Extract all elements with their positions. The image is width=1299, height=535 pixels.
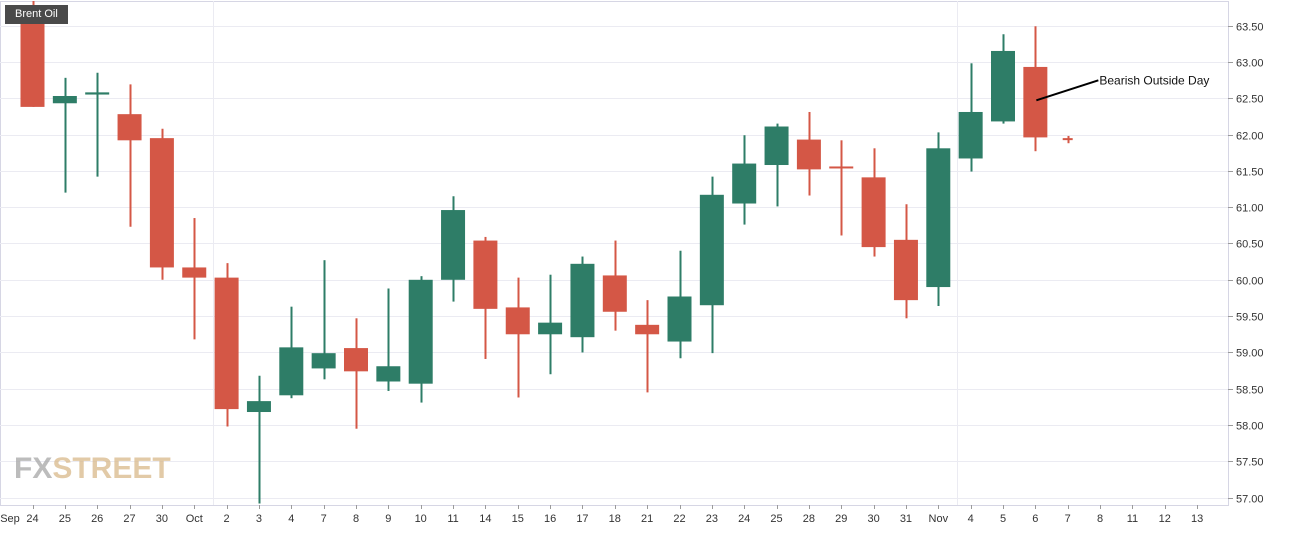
annotation-label: Bearish Outside Day — [1099, 73, 1209, 87]
x-tick-label: 4 — [288, 513, 294, 525]
candle-up — [538, 322, 563, 335]
x-tick-label: 30 — [156, 513, 168, 525]
x-tick-label: 26 — [91, 513, 103, 525]
candle-down — [1062, 138, 1073, 141]
candle-up — [311, 353, 336, 369]
x-tick-label: 31 — [900, 513, 912, 525]
candle-down — [861, 177, 886, 248]
candle-up — [441, 210, 466, 280]
y-tick-label: 59.00 — [1236, 348, 1264, 360]
x-tick-label: 24 — [26, 513, 38, 525]
x-tick-label: 16 — [544, 513, 556, 525]
candle-up — [667, 296, 692, 342]
y-tick-label: 63.50 — [1236, 22, 1264, 34]
x-tick-label: Sep — [0, 513, 20, 525]
x-tick-label: 9 — [385, 513, 391, 525]
y-tick-label: 60.50 — [1236, 239, 1264, 251]
y-tick-label: 58.00 — [1236, 421, 1264, 433]
candle-down — [829, 166, 854, 169]
x-tick-label: 14 — [479, 513, 491, 525]
candle-up — [279, 347, 304, 396]
x-tick-label: 5 — [1000, 513, 1006, 525]
x-tick-label: 10 — [415, 513, 427, 525]
candle-up — [991, 50, 1015, 122]
x-tick-label: 15 — [512, 513, 524, 525]
y-tick-label: 57.00 — [1236, 494, 1264, 506]
x-tick-label: 27 — [123, 513, 135, 525]
candle-down — [893, 239, 918, 301]
x-tick-label: 23 — [706, 513, 718, 525]
y-tick-label: 60.00 — [1236, 276, 1264, 288]
x-tick-label: 7 — [321, 513, 327, 525]
candle-up — [408, 279, 433, 384]
x-tick-label: Oct — [186, 513, 203, 525]
x-tick-label: 24 — [738, 513, 750, 525]
fxstreet-watermark-logo: FXSTREET — [14, 452, 171, 485]
candle-down — [214, 277, 239, 410]
candle-down — [505, 307, 530, 335]
x-tick-label: 29 — [835, 513, 847, 525]
x-tick-label: 7 — [1065, 513, 1071, 525]
symbol-badge: Brent Oil — [5, 5, 68, 24]
candle-down — [635, 324, 660, 335]
y-tick-label: 63.00 — [1236, 58, 1264, 70]
x-tick-label: 13 — [1191, 513, 1203, 525]
y-tick-label: 61.00 — [1236, 203, 1264, 215]
x-tick-label: 25 — [59, 513, 71, 525]
candle-down — [117, 114, 142, 141]
x-tick-label: 12 — [1159, 513, 1171, 525]
candle-up — [85, 92, 110, 95]
candle-down — [344, 348, 368, 372]
x-tick-label: 22 — [673, 513, 685, 525]
y-tick-label: 62.00 — [1236, 131, 1264, 143]
candle-up — [699, 194, 724, 306]
x-tick-label: 6 — [1032, 513, 1038, 525]
candle-up — [732, 163, 757, 204]
x-tick-label: 11 — [447, 513, 458, 525]
candle-up — [570, 263, 595, 338]
candle-up — [52, 95, 77, 104]
x-tick-label: Nov — [929, 513, 949, 525]
y-tick-label: 58.50 — [1236, 385, 1264, 397]
candle-up — [958, 111, 983, 159]
x-tick-label: 8 — [353, 513, 359, 525]
candle-down — [796, 139, 821, 170]
x-tick-label: 8 — [1097, 513, 1103, 525]
candle-down — [473, 240, 498, 309]
x-tick-label: 17 — [576, 513, 588, 525]
candle-up — [246, 401, 271, 413]
x-tick-label: 3 — [256, 513, 262, 525]
candle-down — [182, 267, 207, 278]
y-tick-label: 57.50 — [1236, 457, 1264, 469]
x-tick-label: 28 — [803, 513, 815, 525]
x-tick-label: 25 — [770, 513, 782, 525]
candle-up — [926, 148, 951, 288]
x-tick-label: 18 — [609, 513, 621, 525]
candle-down — [602, 275, 627, 312]
y-tick-label: 61.50 — [1236, 167, 1264, 179]
candle-down — [149, 138, 174, 268]
y-tick-label: 59.50 — [1236, 312, 1264, 324]
candle-up — [764, 126, 789, 166]
x-tick-label: 30 — [867, 513, 879, 525]
candle-down — [1023, 66, 1048, 138]
annotation-pointer-line — [1036, 79, 1099, 102]
y-tick-label: 62.50 — [1236, 94, 1264, 106]
x-tick-label: 21 — [641, 513, 653, 525]
x-tick-label: 4 — [968, 513, 974, 525]
x-tick-label: 2 — [224, 513, 230, 525]
x-tick-label: 11 — [1127, 513, 1138, 525]
candle-up — [376, 366, 401, 382]
